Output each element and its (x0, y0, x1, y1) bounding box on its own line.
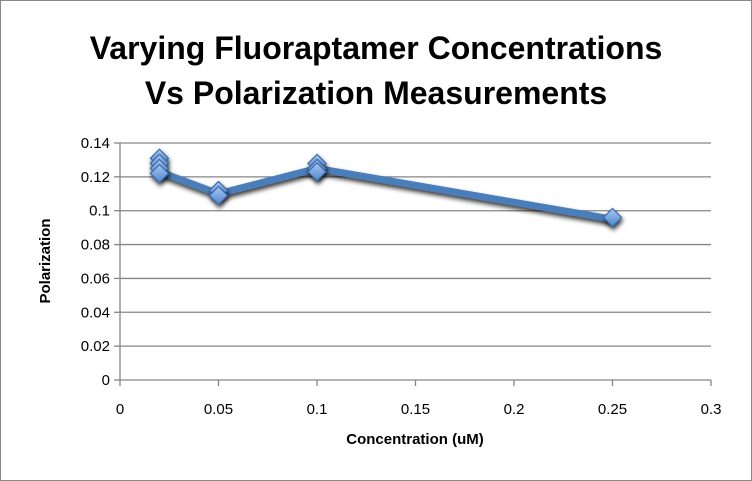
y-tick-label: 0.12 (81, 169, 110, 186)
x-tick-label: 0.2 (504, 401, 525, 418)
chart-title-line-1: Varying Fluoraptamer Concentrations (89, 30, 663, 66)
chart-title-line-2: Vs Polarization Measurements (144, 75, 608, 111)
data-point-marker (149, 163, 170, 184)
x-tick-label: 0.05 (204, 401, 233, 418)
x-tick-label: 0.15 (401, 401, 430, 418)
data-point-marker (602, 207, 623, 228)
y-tick-label: 0.04 (81, 304, 110, 321)
y-tick-label: 0 (102, 372, 110, 389)
chart-title: Varying Fluoraptamer Concentrations Vs P… (0, 26, 752, 116)
x-tick-label: 0 (116, 401, 124, 418)
data-point-marker (307, 161, 327, 182)
y-tick-label: 0.08 (81, 237, 110, 254)
y-tick-label: 0.14 (81, 135, 110, 152)
y-tick-label: 0.02 (81, 338, 110, 355)
data-point-marker (208, 185, 229, 206)
y-tick-label: 0.06 (81, 270, 110, 287)
y-tick-label: 0.1 (89, 203, 110, 220)
x-tick-label: 0.3 (701, 401, 722, 418)
y-axis-label: Polarization (37, 218, 54, 303)
x-axis-label: Concentration (uM) (346, 431, 483, 448)
series-line (158, 164, 614, 223)
x-tick-label: 0.25 (598, 401, 627, 418)
x-tick-label: 0.1 (307, 401, 328, 418)
